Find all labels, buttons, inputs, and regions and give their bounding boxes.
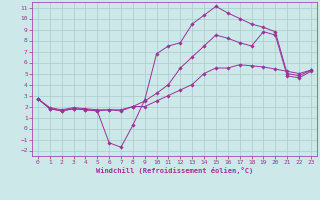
X-axis label: Windchill (Refroidissement éolien,°C): Windchill (Refroidissement éolien,°C)	[96, 167, 253, 174]
